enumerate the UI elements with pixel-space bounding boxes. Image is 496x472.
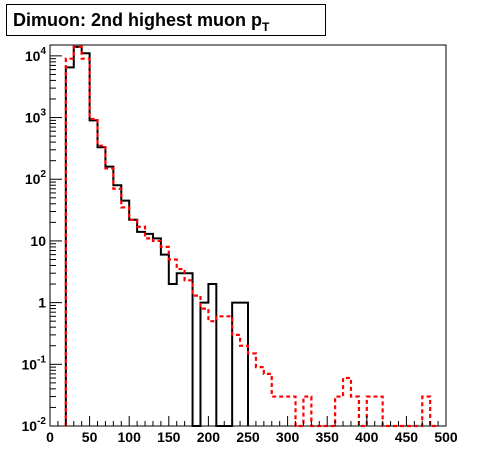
chart-title-subscript: T xyxy=(261,20,270,34)
y-tick-label: 104 xyxy=(25,46,47,64)
x-axis-ticks: 0 50 100 150 200 250 300 350 400 450 500 xyxy=(46,416,458,445)
x-tick-label: 50 xyxy=(82,429,98,445)
y-tick-label: 10 xyxy=(30,233,46,249)
x-tick-label: 350 xyxy=(316,429,340,445)
x-tick-label: 250 xyxy=(236,429,260,445)
chart-title-text: Dimuon: 2nd highest muon p xyxy=(13,10,262,30)
y-axis-ticks: 10-2 10-1 1 10 102 103 104 xyxy=(22,46,62,434)
y-tick-label: 10-2 xyxy=(22,416,47,434)
x-tick-label: 150 xyxy=(157,429,181,445)
y-tick-label: 102 xyxy=(25,169,47,187)
x-tick-label: 500 xyxy=(434,429,458,445)
x-tick-label: 450 xyxy=(395,429,419,445)
y-tick-label: 103 xyxy=(25,108,47,126)
histogram-series-group xyxy=(64,45,439,428)
y-tick-label: 1 xyxy=(38,295,46,311)
histogram-series-black-solid xyxy=(64,45,249,427)
x-tick-label: 200 xyxy=(197,429,221,445)
x-tick-label: 0 xyxy=(46,429,54,445)
y-tick-label: 10-1 xyxy=(22,354,47,372)
x-tick-label: 100 xyxy=(118,429,142,445)
x-tick-label: 400 xyxy=(355,429,379,445)
chart-title: Dimuon: 2nd highest muon pT xyxy=(6,4,326,36)
histogram-series-red-dashed xyxy=(64,45,439,428)
x-tick-label: 300 xyxy=(276,429,300,445)
